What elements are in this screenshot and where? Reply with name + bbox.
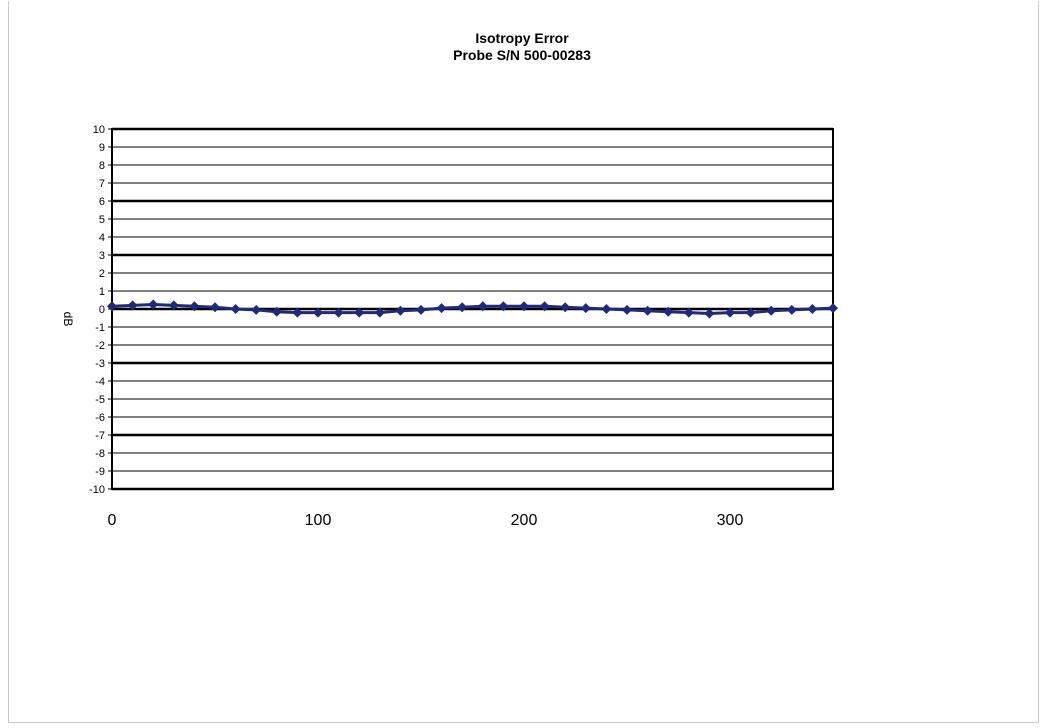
y-tick-label: 5 [99,214,105,226]
y-tick-label: 9 [99,142,105,154]
y-tick-label: 4 [99,232,105,244]
y-tick-label: -2 [95,340,105,352]
data-point [766,306,776,316]
data-point [828,303,838,313]
x-axis-ticks: 0 100 200 300 [108,512,744,529]
data-point [457,302,467,312]
y-axis-label: dB [61,312,75,327]
y-tick-label: -5 [95,394,105,406]
y-tick-label: -8 [95,448,105,460]
data-point [643,306,653,316]
data-point [560,302,570,312]
x-tick-label: 300 [717,512,744,529]
data-point [601,304,611,314]
data-point [251,305,261,315]
x-tick-label: 0 [108,512,117,529]
y-tick-label: 6 [99,196,105,208]
y-tick-label: 3 [99,250,105,262]
y-tick-label: 10 [93,124,105,136]
data-point [437,303,447,313]
data-point [210,302,220,312]
y-tick-label: -7 [95,430,105,442]
data-point [231,304,241,314]
y-tick-label: 7 [99,178,105,190]
y-tick-label: 0 [99,304,105,316]
y-tick-label: 8 [99,160,105,172]
x-tick-label: 200 [511,512,538,529]
y-tick-label: -6 [95,412,105,424]
y-tick-label: -1 [95,322,105,334]
y-tick-label: -3 [95,358,105,370]
y-tick-label: -9 [95,466,105,478]
data-point [581,303,591,313]
data-point [395,306,405,316]
data-point [787,305,797,315]
data-point [807,304,817,314]
data-point [622,305,632,315]
y-tick-label: -4 [95,376,105,388]
y-tick-label: -10 [89,484,105,496]
x-tick-label: 100 [305,512,332,529]
y-tick-label: 2 [99,268,105,280]
y-tick-label: 1 [99,286,105,298]
data-point [416,305,426,315]
